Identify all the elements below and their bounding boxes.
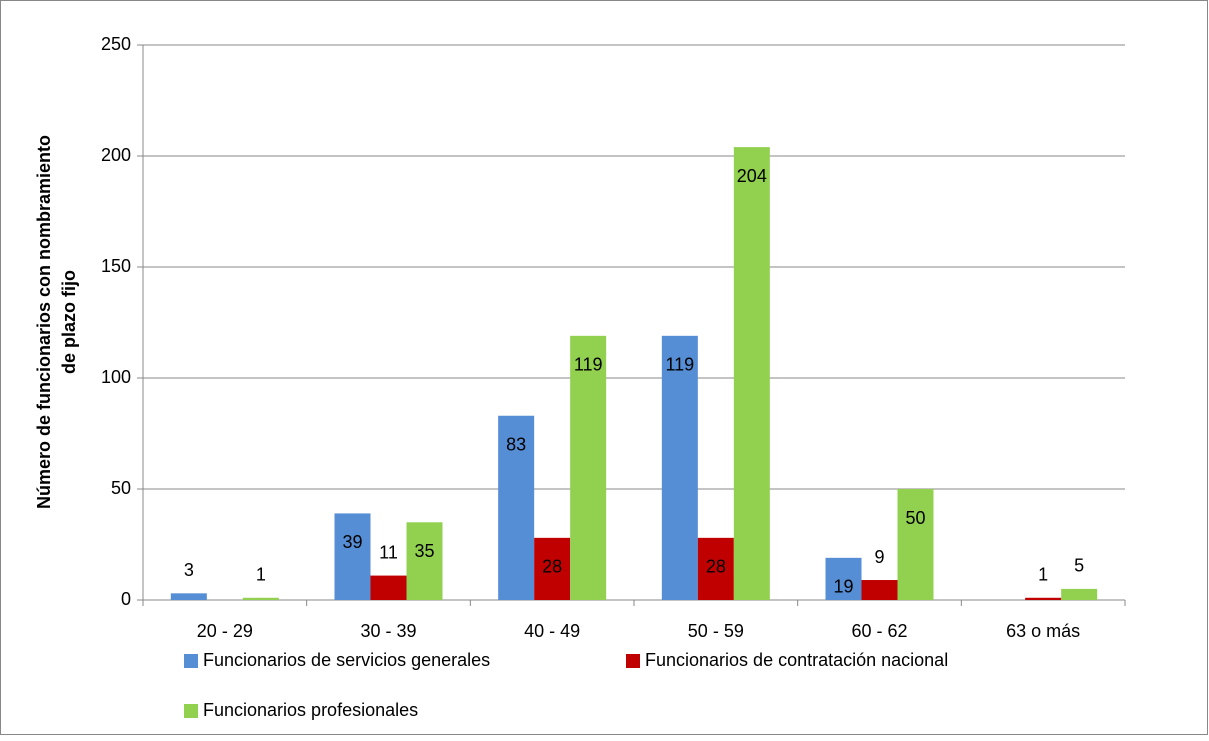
x-tick-label: 30 - 39 (360, 621, 416, 641)
data-label: 35 (414, 541, 434, 561)
legend-label: Funcionarios profesionales (203, 700, 418, 720)
data-label: 39 (342, 532, 362, 552)
bar (861, 580, 898, 600)
bar (825, 557, 862, 600)
bar (370, 575, 407, 600)
bar (242, 597, 279, 600)
legend-swatch (626, 654, 640, 668)
bar (897, 489, 934, 600)
data-label: 19 (833, 577, 853, 597)
x-tick-label: 20 - 29 (197, 621, 253, 641)
bar (733, 147, 770, 600)
bar (498, 415, 535, 600)
y-tick-label: 150 (101, 256, 131, 276)
bar (334, 513, 371, 600)
data-label: 83 (506, 434, 526, 454)
x-tick-label: 50 - 59 (688, 621, 744, 641)
bar (1025, 597, 1062, 600)
data-label: 1 (1038, 565, 1048, 585)
data-label: 204 (737, 166, 767, 186)
legend-swatch (184, 654, 198, 668)
data-label: 3 (184, 560, 194, 580)
bar (661, 335, 698, 600)
legend-swatch (184, 704, 198, 718)
y-tick-label: 100 (101, 367, 131, 387)
x-tick-label: 60 - 62 (851, 621, 907, 641)
bar (1061, 588, 1098, 600)
y-axis-title: Número de funcionarios con nombramiento (34, 135, 54, 509)
bar (697, 537, 734, 600)
data-label: 119 (665, 355, 694, 375)
bar (570, 335, 607, 600)
y-tick-label: 50 (111, 478, 131, 498)
legend-label: Funcionarios de servicios generales (203, 650, 490, 670)
bar (534, 537, 571, 600)
y-tick-label: 250 (101, 34, 131, 54)
y-tick-label: 200 (101, 145, 131, 165)
bar (170, 593, 207, 600)
y-axis-title: de plazo fijo (59, 270, 79, 374)
bar (406, 522, 443, 600)
legend-label: Funcionarios de contratación nacional (645, 650, 948, 670)
y-tick-label: 0 (121, 589, 131, 609)
data-label: 28 (706, 557, 726, 577)
data-label: 1 (256, 565, 266, 585)
x-tick-label: 40 - 49 (524, 621, 580, 641)
data-label: 11 (379, 542, 398, 562)
data-label: 119 (574, 355, 603, 375)
data-label: 5 (1074, 556, 1084, 576)
x-tick-label: 63 o más (1006, 621, 1080, 641)
data-label: 28 (542, 557, 562, 577)
data-label: 9 (874, 547, 884, 567)
data-label: 50 (905, 508, 925, 528)
